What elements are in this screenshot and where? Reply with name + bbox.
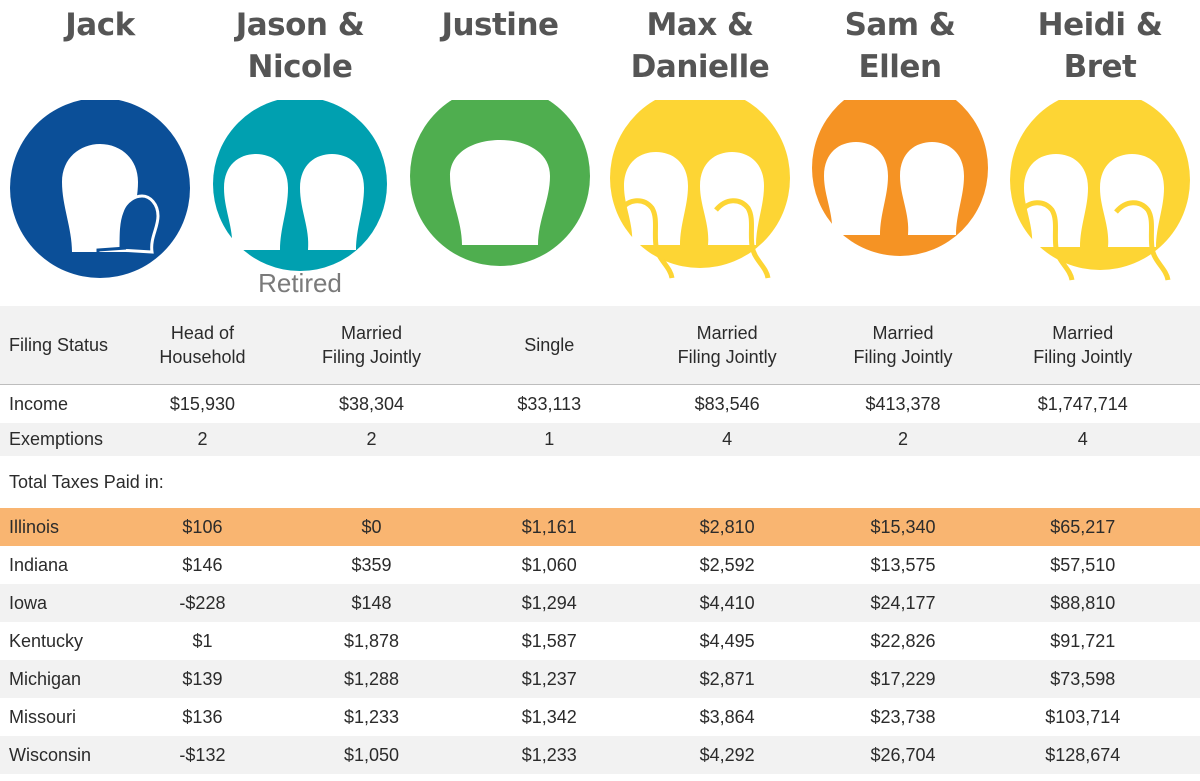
table-cell: $13,575: [870, 554, 936, 575]
couple-icon: [800, 100, 1000, 285]
table-cell: Single: [524, 335, 575, 355]
table-cell: $15,930: [169, 393, 235, 414]
exemptions-row: Exemptions 2 2 1 4 2 4: [0, 423, 1200, 456]
table-cell: $4,292: [699, 744, 755, 765]
person-name-jason-nicole: Jason & Nicole: [235, 7, 365, 85]
table-cell: $1,288: [343, 668, 399, 689]
state-label: Wisconsin: [9, 744, 92, 765]
table-cell: $1,233: [521, 744, 577, 765]
person-name-max-danielle: Max & Danielle: [630, 7, 770, 85]
table-cell: $2,810: [699, 516, 755, 537]
table-cell: $22,826: [870, 630, 936, 651]
table-cell: $38,304: [338, 393, 405, 414]
table-cell: $4,410: [699, 592, 755, 613]
table-cell: $106: [182, 516, 223, 537]
table-cell: $103,714: [1045, 706, 1121, 727]
table-cell: $65,217: [1050, 516, 1116, 537]
state-label: Iowa: [9, 592, 48, 613]
couple-with-children-icon: [600, 100, 800, 285]
state-row-michigan: Michigan $139 $1,288 $1,237 $2,871 $17,229 $73…: [0, 660, 1200, 698]
row-label: Exemptions: [9, 429, 104, 449]
table-cell: $0: [361, 516, 382, 537]
state-label: Missouri: [9, 706, 77, 727]
table-cell: $57,510: [1050, 554, 1116, 575]
table-cell: $1,233: [343, 706, 399, 727]
table-cell: Married Filing Jointly: [677, 323, 777, 367]
table-cell: $148: [351, 592, 392, 613]
table-cell: $24,177: [870, 592, 936, 613]
table-cell: $3,864: [699, 706, 755, 727]
table-cell: $23,738: [870, 706, 936, 727]
table-cell: $4,495: [699, 630, 755, 651]
people-header: Jack Jason & Nicole Justine Max & Daniel…: [0, 0, 1200, 300]
table-cell: $139: [182, 668, 223, 689]
table-cell: $73,598: [1050, 668, 1116, 689]
table-cell: 2: [897, 429, 908, 449]
table-cell: -$228: [179, 592, 226, 613]
person-name-justine: Justine: [441, 7, 559, 43]
person-name-sam-ellen: Sam & Ellen: [844, 7, 956, 85]
table-cell: $1,161: [521, 516, 577, 537]
table-cell: -$132: [179, 744, 226, 765]
table-cell: Married Filing Jointly: [853, 323, 953, 367]
state-label: Indiana: [9, 554, 69, 575]
table-cell: 1: [544, 429, 555, 449]
table-cell: $136: [182, 706, 223, 727]
state-row-wisconsin: Wisconsin -$132 $1,050 $1,233 $4,292 $26,704 $…: [0, 736, 1200, 774]
row-label: Filing Status: [9, 335, 109, 355]
table-cell: $1,050: [343, 744, 399, 765]
table-cell: 2: [366, 429, 377, 449]
state-label: Illinois: [9, 516, 60, 537]
table-cell: $413,378: [865, 393, 941, 414]
tax-table: Filing Status Head of Household Married …: [0, 306, 1200, 774]
table-cell: $1,342: [521, 706, 577, 727]
table-cell: $128,674: [1045, 744, 1121, 765]
table-cell: $26,704: [870, 744, 936, 765]
table-cell: $1: [192, 630, 213, 651]
table-cell: $33,113: [517, 393, 582, 414]
table-cell: 4: [1077, 429, 1088, 449]
state-label: Kentucky: [9, 630, 84, 651]
person-name-jack: Jack: [65, 7, 135, 43]
table-cell: Married Filing Jointly: [321, 323, 421, 367]
table-cell: $1,747,714: [1037, 393, 1128, 414]
table-cell: $1,878: [343, 630, 399, 651]
table-cell: 2: [197, 429, 208, 449]
table-cell: $1,587: [521, 630, 577, 651]
table-cell: $359: [351, 554, 392, 575]
table-cell: $146: [182, 554, 223, 575]
state-row-indiana: Indiana $146 $359 $1,060 $2,592 $13,575 $57,51…: [0, 546, 1200, 584]
couple-with-children-icon: [1000, 100, 1200, 285]
table-cell: Head of Household: [159, 323, 246, 367]
state-label: Michigan: [9, 668, 82, 689]
state-row-missouri: Missouri $136 $1,233 $1,342 $3,864 $23,738 $10…: [0, 698, 1200, 736]
retired-label: Retired: [258, 268, 342, 298]
table-cell: $2,592: [699, 554, 755, 575]
table-cell: Married Filing Jointly: [1033, 323, 1133, 367]
table-cell: $17,229: [870, 668, 936, 689]
table-cell: $15,340: [870, 516, 936, 537]
table-cell: $88,810: [1050, 592, 1116, 613]
single-person-icon: [400, 100, 600, 285]
table-cell: $83,546: [694, 393, 760, 414]
income-row: Income $15,930 $38,304 $33,113 $83,546 $…: [0, 385, 1200, 423]
row-label: Income: [9, 393, 69, 414]
state-row-kentucky: Kentucky $1 $1,878 $1,587 $4,495 $22,826 $91,7…: [0, 622, 1200, 660]
table-cell: $2,871: [699, 668, 755, 689]
parent-with-child-icon: [0, 100, 200, 285]
person-name-heidi-bret: Heidi & Bret: [1037, 7, 1163, 85]
state-row-iowa: Iowa -$228 $148 $1,294 $4,410 $24,177 $88,810: [0, 584, 1200, 622]
table-cell: 4: [722, 429, 733, 449]
state-row-illinois: Illinois $106 $0 $1,161 $2,810 $15,340 $65,217: [0, 508, 1200, 546]
couple-icon: [200, 100, 400, 285]
state-rows: Illinois $106 $0 $1,161 $2,810 $15,340 $65,217…: [0, 508, 1200, 774]
table-cell: $1,060: [521, 554, 577, 575]
table-cell: $1,294: [521, 592, 577, 613]
filing-status-row: Filing Status Head of Household Married …: [0, 306, 1200, 385]
section-title: Total Taxes Paid in:: [9, 471, 164, 492]
table-cell: $91,721: [1050, 630, 1116, 651]
table-cell: $1,237: [521, 668, 577, 689]
